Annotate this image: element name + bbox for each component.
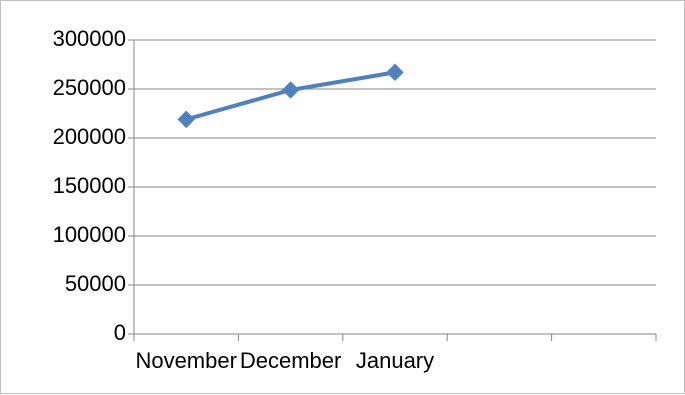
x-tick-label: December — [240, 348, 341, 373]
x-tick-label: January — [356, 348, 434, 373]
data-point-marker — [386, 63, 404, 82]
y-tick-label: 100000 — [53, 222, 126, 247]
y-axis-ticks: 0 50000 100000 150000 200000 250000 300000 — [53, 26, 134, 345]
y-tick-label: 0 — [114, 320, 126, 345]
series-group — [177, 63, 404, 129]
x-axis-ticks: November December January — [133, 334, 657, 373]
y-tick-label: 300000 — [53, 26, 126, 51]
y-tick-label: 150000 — [53, 173, 126, 198]
y-tick-label: 50000 — [65, 271, 126, 296]
y-tick-label: 200000 — [53, 124, 126, 149]
y-tick-label: 250000 — [53, 75, 126, 100]
gridlines — [134, 39, 656, 286]
data-point-marker — [177, 110, 195, 129]
x-tick-label: November — [135, 348, 236, 373]
data-point-marker — [281, 81, 300, 99]
